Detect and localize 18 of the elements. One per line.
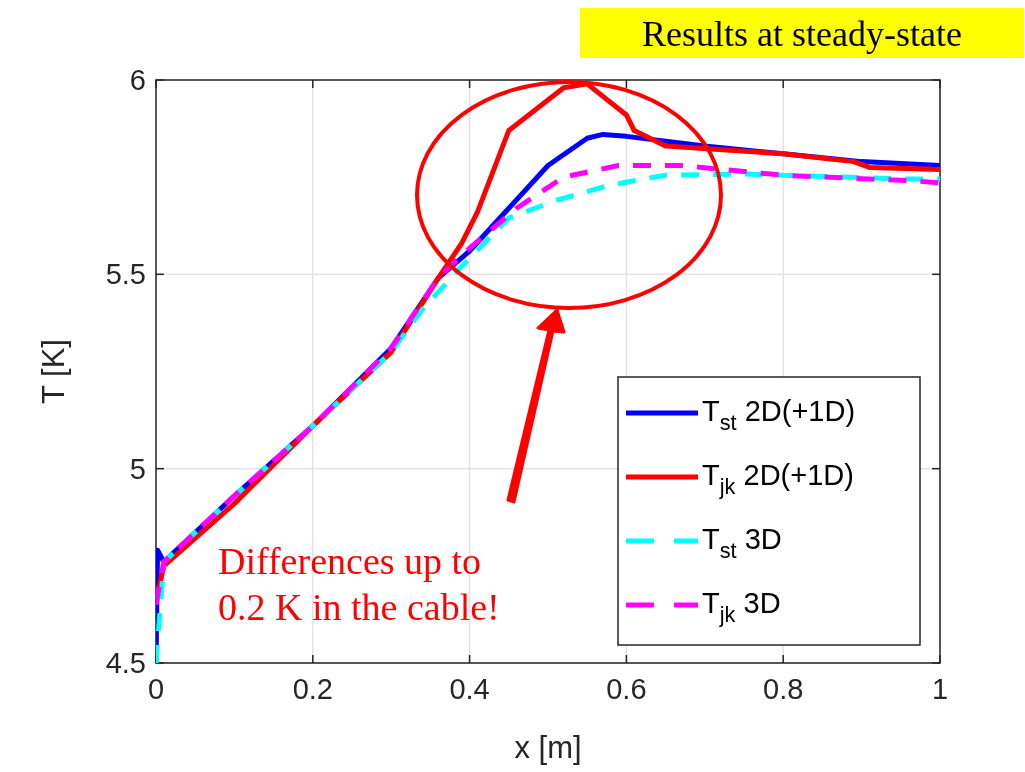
- x-tick-label: 1: [931, 673, 949, 705]
- y-tick-label: 5: [129, 452, 146, 485]
- y-tick-label: 6: [129, 64, 146, 96]
- legend-label: T$_{st}$ 3D: [702, 523, 782, 563]
- x-tick-label: 0.8: [763, 673, 804, 705]
- x-tick-label: 0.6: [606, 673, 647, 705]
- legend-label: T$_{st}$ 2D(+1D): [702, 395, 856, 435]
- y-axis-title: T [K]: [36, 339, 71, 404]
- legend-label: T$_{jk}$ 2D(+1D): [702, 459, 854, 499]
- legend-label: T$_{jk}$ 3D: [702, 587, 781, 627]
- x-axis-title: x [m]: [514, 730, 582, 765]
- y-tick-label: 5.5: [105, 258, 146, 291]
- x-tick-label: 0: [147, 673, 165, 705]
- y-tick-label: 4.5: [105, 647, 146, 679]
- annotation: Differences up to 0.2 K in the cable!: [218, 540, 500, 628]
- x-tick-label: 0.4: [449, 673, 490, 705]
- chart-title: Results at steady-state: [642, 14, 962, 54]
- x-tick-label: 0.2: [292, 673, 333, 705]
